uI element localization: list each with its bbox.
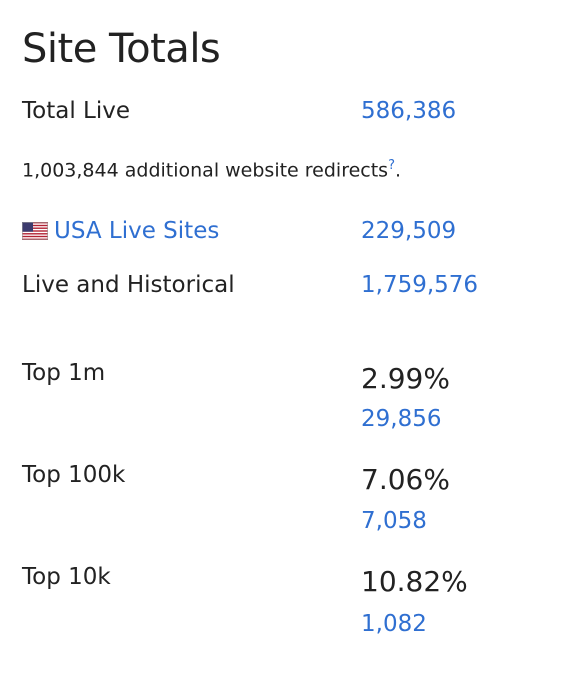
top-1m-percent: 2.99%	[361, 362, 450, 395]
top-100k-label: Top 100k	[22, 462, 126, 488]
top-100k-percent: 7.06%	[361, 463, 450, 496]
top-10k-label: Top 10k	[22, 564, 111, 590]
live-historical-label: Live and Historical	[22, 272, 235, 298]
top-10k-count-link[interactable]: 1,082	[361, 611, 427, 637]
usa-live-row: USA Live Sites	[22, 216, 219, 246]
usa-live-sites-link[interactable]: USA Live Sites	[54, 218, 220, 244]
total-live-label: Total Live	[22, 98, 130, 124]
us-flag-icon	[22, 222, 48, 240]
redirects-note-text: 1,003,844 additional website redirects	[22, 159, 389, 182]
redirects-note: 1,003,844 additional website redirects?.	[22, 150, 401, 184]
redirects-note-suffix: .	[395, 159, 402, 182]
page-title: Site Totals	[22, 26, 221, 72]
help-link[interactable]: ?	[388, 158, 395, 173]
top-100k-count-link[interactable]: 7,058	[361, 508, 427, 534]
live-historical-value-link[interactable]: 1,759,576	[361, 272, 479, 298]
top-1m-label: Top 1m	[22, 360, 106, 386]
top-10k-percent: 10.82%	[361, 565, 468, 598]
top-1m-count-link[interactable]: 29,856	[361, 406, 442, 432]
usa-live-value-link[interactable]: 229,509	[361, 218, 457, 244]
total-live-value-link[interactable]: 586,386	[361, 98, 457, 124]
